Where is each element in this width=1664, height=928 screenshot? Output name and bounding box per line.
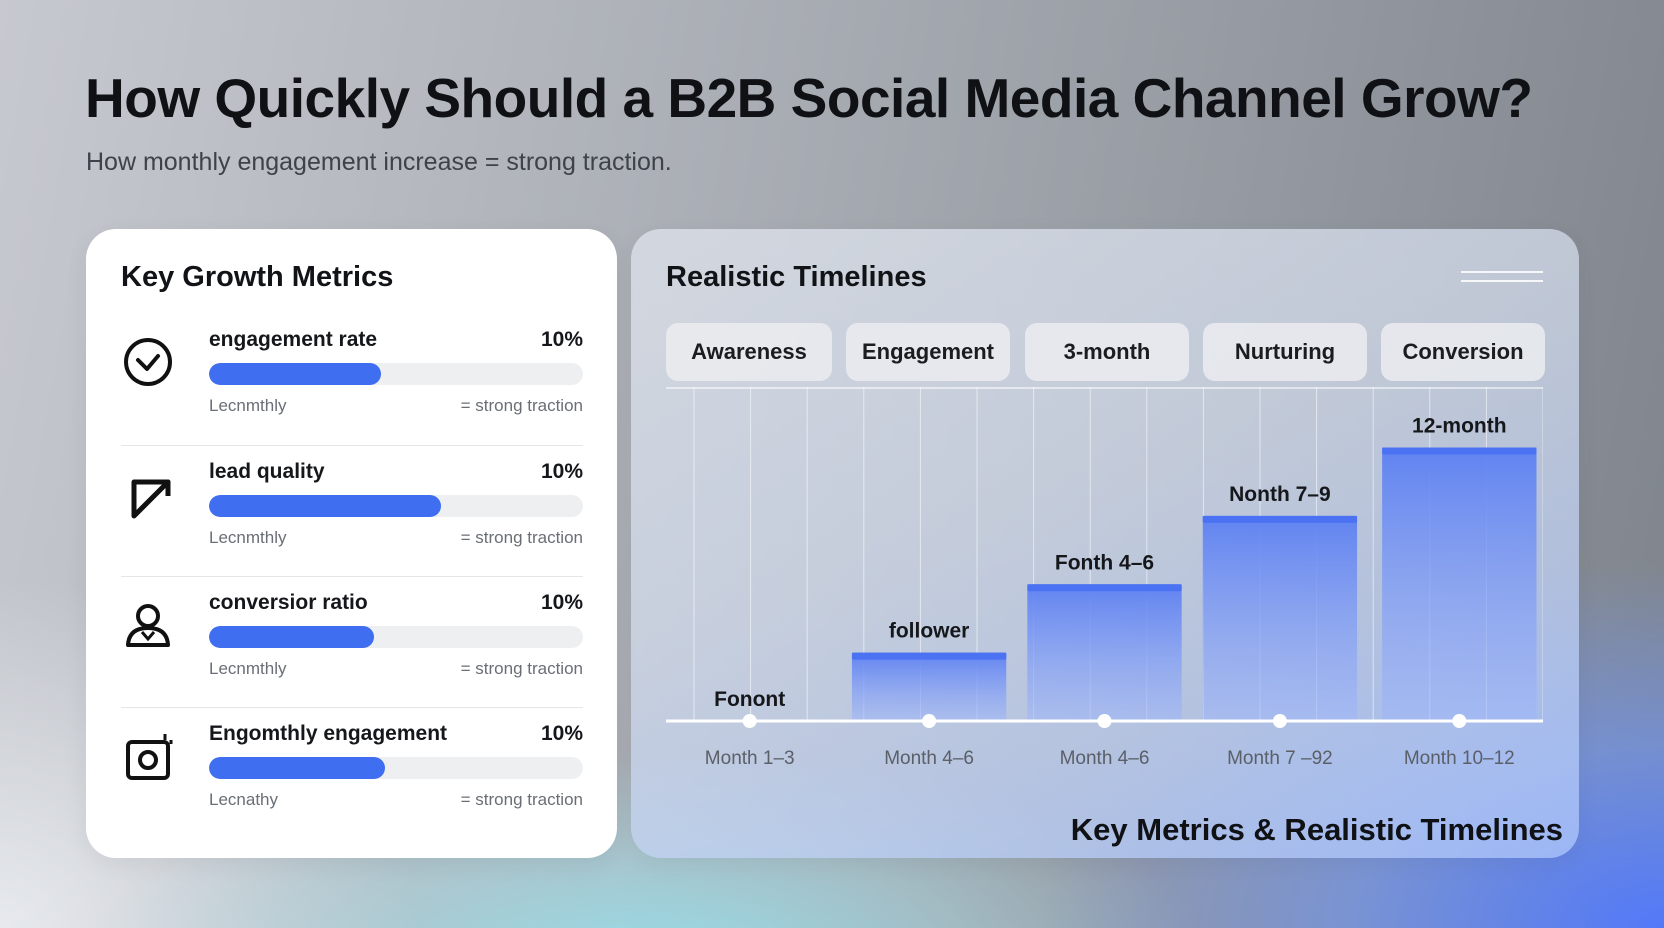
- x-tick-label: Month 1–3: [705, 748, 795, 769]
- metric-divider: [121, 445, 583, 446]
- metric-progress-track: [209, 495, 583, 517]
- metric-value: 10%: [540, 328, 583, 351]
- menu-lines-icon[interactable]: [1461, 271, 1543, 285]
- metric-progress-fill: [209, 626, 374, 648]
- metric-value: 10%: [540, 591, 583, 614]
- metric-label: Engomthly engagement: [209, 722, 448, 745]
- bar-data-label: Fonth 4–6: [1055, 551, 1154, 574]
- metric-sub-left: Lecnmthly: [209, 659, 287, 678]
- metric-sub-left: Lecnmthly: [209, 396, 287, 415]
- metric-progress-track: [209, 626, 583, 648]
- bar-top-edge: [851, 652, 1007, 660]
- metric-sub-left: Lecnmthly: [209, 528, 287, 547]
- bar-top-edge: [1027, 584, 1182, 592]
- person-icon: [121, 595, 177, 651]
- metric-progress-fill: [209, 757, 385, 779]
- metric-row-2: conversior ratio 10% Lecnmthly = strong …: [121, 583, 583, 714]
- metric-progress-track: [209, 363, 583, 385]
- timelines-card-title: Realistic Timelines: [666, 261, 927, 293]
- metric-row-0: engagement rate 10% Lecnmthly = strong t…: [121, 320, 583, 451]
- metric-sub-right: = strong traction: [460, 396, 583, 415]
- metric-row-1: lead quality 10% Lecnmthly = strong trac…: [121, 452, 583, 583]
- bar-data-label: follower: [889, 620, 970, 643]
- timeline-bar-chart: Fonont Month 1–3 follower Month 4–6 Fonth 4–…: [666, 387, 1543, 769]
- camera-icon: [121, 726, 177, 782]
- axis-marker-dot: [1452, 714, 1467, 728]
- key-growth-metrics-card: Key Growth Metrics engagement rate 10% L…: [86, 229, 617, 858]
- bar: [1382, 447, 1537, 721]
- diagonal-arrow-icon: [121, 464, 177, 520]
- bar: [851, 652, 1007, 721]
- realistic-timelines-card: Realistic Timelines Awareness Engagement…: [631, 229, 1579, 858]
- tab-nurturing[interactable]: Nurturing: [1203, 323, 1367, 381]
- tab-3-month[interactable]: 3-month: [1025, 323, 1189, 381]
- metric-sub-right: = strong traction: [460, 659, 583, 678]
- x-tick-label: Month 4–6: [884, 748, 974, 769]
- axis-marker-dot: [922, 714, 937, 728]
- metric-progress-fill: [209, 363, 382, 385]
- metric-value: 10%: [540, 460, 583, 483]
- bar-data-label: 12-month: [1412, 415, 1507, 438]
- x-tick-label: Month 7 –92: [1227, 748, 1333, 769]
- tab-conversion[interactable]: Conversion: [1381, 323, 1545, 381]
- metric-label: conversior ratio: [209, 591, 368, 614]
- metric-label: lead quality: [209, 460, 325, 483]
- bar: [1202, 515, 1358, 721]
- bar-top-edge: [1382, 447, 1537, 455]
- tab-awareness[interactable]: Awareness: [666, 323, 832, 381]
- check-circle-icon: [121, 332, 177, 388]
- metric-sub-right: = strong traction: [460, 528, 583, 547]
- axis-marker-dot: [742, 714, 757, 728]
- metric-sub-left: Lecnathy: [209, 790, 278, 809]
- bar: [1027, 584, 1182, 721]
- metric-sub-right: = strong traction: [460, 790, 583, 809]
- metric-progress-track: [209, 757, 583, 779]
- bar-top-edge: [1202, 515, 1358, 523]
- metrics-card-title: Key Growth Metrics: [121, 261, 394, 293]
- metric-divider: [121, 576, 583, 577]
- bar-data-label: Fonont: [714, 688, 785, 711]
- tab-engagement[interactable]: Engagement: [846, 323, 1010, 381]
- page-subtitle: How monthly engagement increase = strong…: [86, 148, 672, 176]
- timelines-footer-title: Key Metrics & Realistic Timelines: [1070, 812, 1563, 847]
- metric-label: engagement rate: [209, 328, 378, 351]
- x-tick-label: Month 10–12: [1404, 748, 1515, 769]
- axis-marker-dot: [1097, 714, 1112, 728]
- x-tick-label: Month 4–6: [1060, 748, 1150, 769]
- metric-progress-fill: [209, 495, 441, 517]
- axis-marker-dot: [1272, 714, 1287, 728]
- metric-row-3: Engomthly engagement 10% Lecnathy = stro…: [121, 714, 583, 845]
- metric-divider: [121, 707, 583, 708]
- bar-data-label: Nonth 7–9: [1229, 483, 1331, 506]
- metric-value: 10%: [540, 722, 583, 745]
- page-title: How Quickly Should a B2B Social Media Ch…: [85, 67, 1533, 129]
